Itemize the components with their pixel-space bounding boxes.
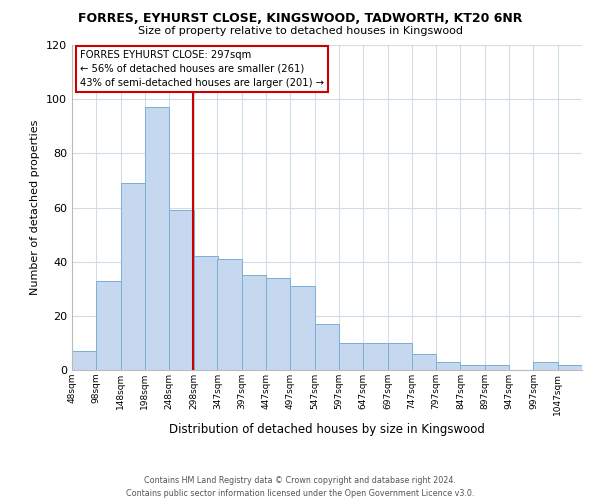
Bar	[363, 343, 388, 370]
Text: FORRES EYHURST CLOSE: 297sqm
← 56% of detached houses are smaller (261)
43% of s: FORRES EYHURST CLOSE: 297sqm ← 56% of de…	[80, 50, 323, 88]
Bar	[412, 354, 436, 370]
X-axis label: Distribution of detached houses by size in Kingswood: Distribution of detached houses by size …	[169, 423, 485, 436]
Bar	[169, 210, 194, 370]
Bar	[485, 364, 509, 370]
Bar	[217, 259, 242, 370]
Bar	[194, 256, 218, 370]
Bar	[266, 278, 290, 370]
Bar	[460, 364, 485, 370]
Bar	[145, 108, 169, 370]
Text: FORRES, EYHURST CLOSE, KINGSWOOD, TADWORTH, KT20 6NR: FORRES, EYHURST CLOSE, KINGSWOOD, TADWOR…	[78, 12, 522, 26]
Bar	[97, 280, 121, 370]
Bar	[557, 364, 582, 370]
Bar	[242, 275, 266, 370]
Bar	[436, 362, 460, 370]
Y-axis label: Number of detached properties: Number of detached properties	[31, 120, 40, 295]
Bar	[533, 362, 557, 370]
Text: Contains HM Land Registry data © Crown copyright and database right 2024.
Contai: Contains HM Land Registry data © Crown c…	[126, 476, 474, 498]
Bar	[314, 324, 339, 370]
Bar	[388, 343, 412, 370]
Bar	[72, 351, 97, 370]
Bar	[121, 183, 145, 370]
Text: Size of property relative to detached houses in Kingswood: Size of property relative to detached ho…	[137, 26, 463, 36]
Bar	[290, 286, 314, 370]
Bar	[339, 343, 363, 370]
